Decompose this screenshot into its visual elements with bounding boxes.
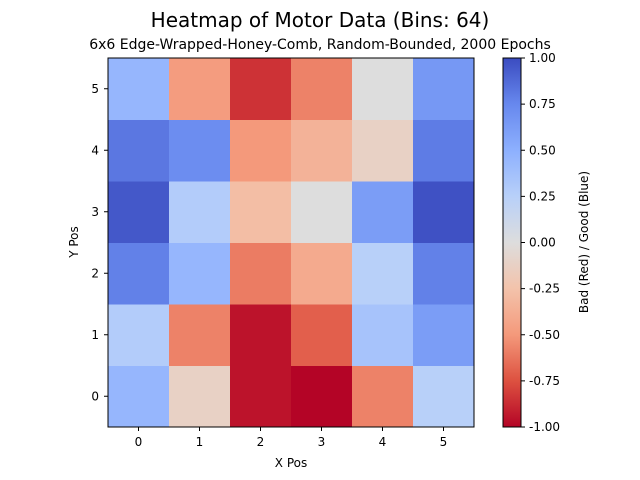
chart-subtitle: 6x6 Edge-Wrapped-Honey-Comb, Random-Boun… [89, 37, 551, 53]
heatmap-cell [352, 181, 414, 243]
colorbar-label: Bad (Red) / Good (Blue) [577, 171, 591, 313]
heatmap-cell [230, 242, 292, 305]
heatmap-cell [108, 119, 170, 182]
colorbar [503, 58, 521, 427]
colorbar-tick-label: -1.00 [529, 420, 560, 434]
heatmap-cell [352, 119, 414, 182]
x-tick-label: 2 [257, 435, 265, 449]
heatmap-cell [352, 58, 414, 120]
colorbar-tick-label: 1.00 [529, 51, 556, 65]
x-tick-label: 1 [196, 435, 204, 449]
heatmap-cell [352, 304, 414, 366]
colorbar-tick-label: -0.50 [529, 328, 560, 342]
colorbar-tick-label: 0.75 [529, 97, 556, 111]
colorbar-tick-label: 0.25 [529, 189, 556, 203]
colorbar-axis: -1.00 -0.75 -0.50 -0.25 0.00 0.25 0.50 0.75 1.00 [521, 51, 560, 434]
heatmap-cell [291, 242, 353, 305]
heatmap-cell [169, 242, 231, 305]
heatmap-cell [169, 365, 231, 428]
chart-title: Heatmap of Motor Data (Bins: 64) [151, 8, 490, 32]
x-tick-label: 3 [318, 435, 326, 449]
heatmap-cell [413, 181, 475, 243]
heatmap-cell [291, 181, 353, 243]
heatmap-cell [108, 304, 170, 366]
heatmap-cell [413, 242, 475, 305]
heatmap-cell [108, 58, 170, 120]
x-tick-label: 4 [379, 435, 387, 449]
y-tick-label: 3 [91, 205, 99, 219]
colorbar-tick-label: -0.75 [529, 374, 560, 388]
heatmap-cell [291, 58, 353, 120]
x-tick-label: 5 [440, 435, 448, 449]
heatmap-cell [108, 242, 170, 305]
heatmap-cell [169, 58, 231, 120]
heatmap-cell [291, 304, 353, 366]
heatmap-cell [169, 304, 231, 366]
colorbar-tick-label: -0.25 [529, 282, 560, 296]
colorbar-tick-label: 0.00 [529, 236, 556, 250]
heatmap-cell [169, 181, 231, 243]
heatmap-cell [413, 119, 475, 182]
heatmap-cell [230, 58, 292, 120]
heatmap-cell [413, 58, 475, 120]
y-tick-label: 2 [91, 266, 99, 280]
x-tick-label: 0 [135, 435, 143, 449]
y-tick-label: 0 [91, 389, 99, 403]
y-axis: 0 1 2 3 4 5 [91, 82, 108, 403]
x-axis-label: X Pos [275, 456, 307, 470]
y-axis-label: Y Pos [67, 226, 81, 259]
x-axis: 0 1 2 3 4 5 [135, 427, 448, 449]
plot-frame [107, 57, 475, 428]
heatmap-cell [230, 365, 292, 428]
y-tick-label: 5 [91, 82, 99, 96]
heatmap-cell [291, 365, 353, 428]
heatmap-cell [291, 119, 353, 182]
heatmap-cell [108, 181, 170, 243]
heatmap-cell [413, 304, 475, 366]
heatmap-cell [108, 365, 170, 428]
heatmap-cell [413, 365, 475, 428]
heatmap-cell [230, 181, 292, 243]
heatmap-cells [108, 58, 475, 428]
colorbar-tick-label: 0.50 [529, 143, 556, 157]
y-tick-label: 4 [91, 143, 99, 157]
heatmap-cell [169, 119, 231, 182]
heatmap-cell [230, 304, 292, 366]
y-tick-label: 1 [91, 328, 99, 342]
heatmap-cell [230, 119, 292, 182]
heatmap-cell [352, 242, 414, 305]
heatmap-cell [352, 365, 414, 428]
